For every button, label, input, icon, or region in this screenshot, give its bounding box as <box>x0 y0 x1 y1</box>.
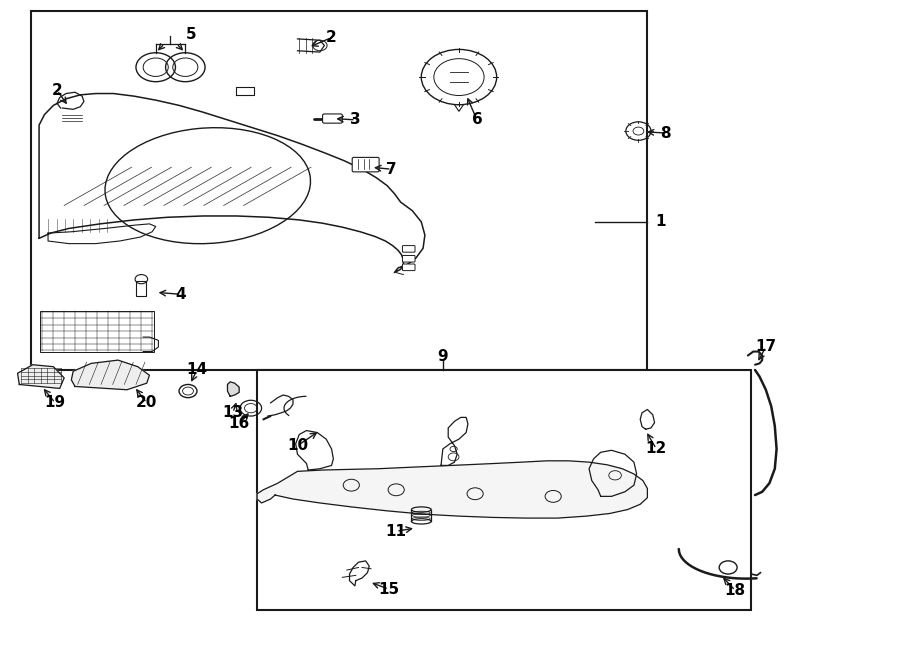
FancyBboxPatch shape <box>352 157 379 172</box>
Bar <box>257 370 751 610</box>
Text: 14: 14 <box>186 362 208 377</box>
Text: 6: 6 <box>472 112 482 128</box>
Polygon shape <box>71 360 149 390</box>
Text: 18: 18 <box>724 583 746 598</box>
Text: 2: 2 <box>51 83 62 98</box>
Text: 11: 11 <box>386 524 407 539</box>
Bar <box>40 311 154 352</box>
Text: 1: 1 <box>655 214 666 229</box>
Text: 8: 8 <box>660 126 670 141</box>
Bar <box>136 281 146 295</box>
Polygon shape <box>228 382 239 397</box>
Polygon shape <box>17 365 64 389</box>
FancyBboxPatch shape <box>402 246 415 253</box>
Text: 7: 7 <box>386 162 397 176</box>
Text: 15: 15 <box>378 582 400 597</box>
FancyBboxPatch shape <box>402 255 415 262</box>
FancyBboxPatch shape <box>322 114 342 123</box>
Text: 12: 12 <box>645 442 667 457</box>
Polygon shape <box>257 461 647 518</box>
Text: 20: 20 <box>136 395 158 410</box>
Text: 16: 16 <box>229 416 250 432</box>
Text: 17: 17 <box>755 340 777 354</box>
Text: 3: 3 <box>350 112 361 128</box>
Text: 4: 4 <box>176 287 186 302</box>
Text: 5: 5 <box>186 27 197 42</box>
Text: 19: 19 <box>45 395 66 410</box>
Text: 13: 13 <box>222 405 243 420</box>
Text: 9: 9 <box>437 349 448 364</box>
FancyBboxPatch shape <box>402 264 415 270</box>
Text: 2: 2 <box>326 30 337 45</box>
Bar <box>31 11 647 370</box>
Text: 10: 10 <box>287 438 308 453</box>
